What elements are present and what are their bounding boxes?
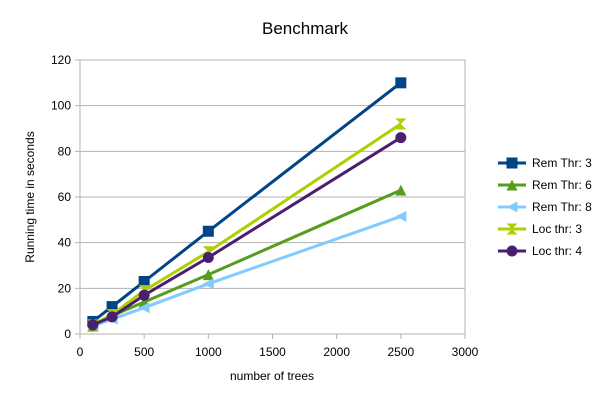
legend-marker <box>506 245 518 257</box>
legend-item: Loc thr: 4 <box>498 244 582 258</box>
series-line <box>92 188 402 328</box>
data-point <box>395 184 407 196</box>
legend-marker <box>506 223 518 235</box>
y-tick-label: 40 <box>58 236 72 250</box>
legend-marker <box>506 157 518 169</box>
series-5 <box>87 132 407 331</box>
y-tick-label: 120 <box>51 53 71 67</box>
legend-label: Rem Thr: 6 <box>532 178 592 192</box>
y-tick-label: 0 <box>64 327 71 341</box>
legend-item: Rem Thr: 8 <box>498 200 592 214</box>
y-tick-label: 100 <box>51 99 71 113</box>
data-point <box>106 311 118 323</box>
x-tick-label: 3000 <box>452 345 479 359</box>
series-1 <box>87 77 407 327</box>
data-point <box>202 246 214 258</box>
x-tick-label: 2500 <box>387 345 414 359</box>
legend-item: Rem Thr: 6 <box>498 178 592 192</box>
data-point <box>395 132 407 144</box>
x-tick-label: 500 <box>134 345 154 359</box>
series-4 <box>87 118 407 331</box>
x-tick-label: 1000 <box>195 345 222 359</box>
legend-label: Loc thr: 4 <box>532 244 582 258</box>
x-axis-ticks: 0 500 1000 1500 2000 2500 3000 <box>77 334 479 359</box>
x-tick-label: 0 <box>77 345 84 359</box>
legend-marker <box>506 179 518 191</box>
y-tick-label: 20 <box>58 281 72 295</box>
data-point <box>138 275 150 287</box>
y-tick-label: 60 <box>58 190 72 204</box>
x-tick-label: 2000 <box>323 345 350 359</box>
data-point <box>202 252 214 264</box>
data-point <box>395 77 407 89</box>
data-point <box>138 302 150 314</box>
x-tick-label: 1500 <box>259 345 286 359</box>
data-point <box>395 210 407 222</box>
data-point <box>202 225 214 237</box>
series-3 <box>87 210 407 332</box>
grid <box>80 59 465 335</box>
y-axis-ticks: 0 20 40 60 80 100 120 <box>51 53 80 341</box>
data-point <box>138 289 150 301</box>
legend: Rem Thr: 3 Rem Thr: 6 Rem Thr: 8 Loc thr: 3… <box>498 156 592 258</box>
data-point <box>202 278 214 290</box>
y-axis-label: Running time in seconds <box>23 131 37 262</box>
y-tick-label: 80 <box>58 144 72 158</box>
series-group <box>87 77 407 332</box>
chart-title: Benchmark <box>262 19 348 38</box>
data-point <box>106 301 118 313</box>
x-axis-label: number of trees <box>230 369 314 383</box>
legend-label: Rem Thr: 3 <box>532 156 592 170</box>
data-point <box>395 118 407 130</box>
legend-item: Rem Thr: 3 <box>498 156 592 170</box>
legend-marker <box>506 201 518 213</box>
data-point <box>87 319 99 331</box>
legend-item: Loc thr: 3 <box>498 222 582 236</box>
data-point <box>202 269 214 281</box>
legend-label: Rem Thr: 8 <box>532 200 592 214</box>
legend-label: Loc thr: 3 <box>532 222 582 236</box>
